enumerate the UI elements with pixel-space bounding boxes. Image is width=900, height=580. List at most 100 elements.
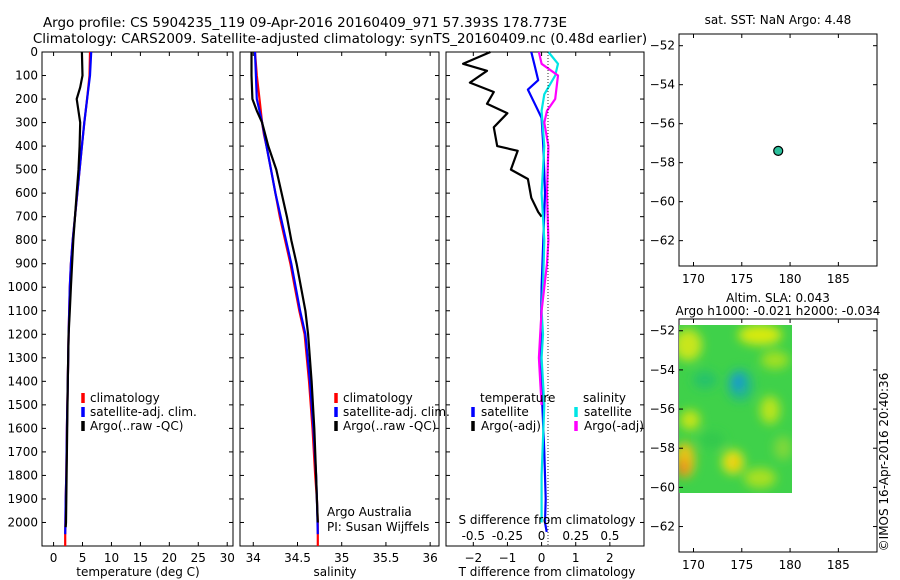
depth-tick-label: 900 <box>15 257 38 271</box>
difference-legend-label: Argo(-adj) <box>584 419 644 433</box>
difference-legend-label: Argo(-adj) <box>481 419 541 433</box>
sst-location-y-tick-label: −60 <box>650 195 675 209</box>
sla-map-x-tick-label: 175 <box>730 558 753 572</box>
difference-satellite-line <box>540 51 560 523</box>
depth-tick-label: 1000 <box>7 280 38 294</box>
sst-location-y-tick-label: −56 <box>650 117 675 131</box>
sla-map-x-tick-label: 185 <box>827 558 850 572</box>
temperature-x-label: temperature (deg C) <box>76 565 199 579</box>
depth-tick-label: 800 <box>15 233 38 247</box>
temperature-x-tick-label: 10 <box>104 551 119 565</box>
temperature-argo-raw-qc--line <box>64 51 84 528</box>
sst-location-x-tick-label: 170 <box>682 272 705 286</box>
difference-legend-label: satellite <box>481 405 529 419</box>
salinity-legend-label: Argo(..raw -QC) <box>343 419 436 433</box>
difference-s-tick-label: 0.25 <box>562 529 589 543</box>
salinity-annotation-line2: PI: Susan Wijffels <box>327 520 429 534</box>
salinity-x-label: salinity <box>313 565 356 579</box>
difference-plot-area <box>445 51 645 547</box>
sla-map-x-tick-label: 180 <box>779 558 802 572</box>
difference-legend-label: satellite <box>584 405 632 419</box>
temperature-x-tick-label: 15 <box>133 551 148 565</box>
location-plot-area <box>678 33 878 267</box>
salinity-x-tick-label: 35 <box>334 551 349 565</box>
sst-location-y-tick-label: −54 <box>650 78 675 92</box>
depth-tick-label: 1600 <box>7 421 38 435</box>
depth-tick-label: 500 <box>15 163 38 177</box>
depth-tick-label: 0 <box>30 45 38 59</box>
depth-tick-label: 1300 <box>7 351 38 365</box>
difference-x-tick-label: −1 <box>499 551 517 565</box>
sla-map-y-tick-label: −62 <box>650 520 675 534</box>
figure-title-line2: Climatology: CARS2009. Satellite-adjuste… <box>33 31 647 47</box>
sla-map-x-tick-label: 170 <box>682 558 705 572</box>
depth-tick-label: 300 <box>15 116 38 130</box>
temperature-legend-label: satellite-adj. clim. <box>90 405 197 419</box>
difference-x-label-bottom: T difference from climatology <box>458 565 636 579</box>
difference-x-tick-label: 0 <box>538 551 546 565</box>
depth-tick-label: 1500 <box>7 398 38 412</box>
salinity-legend-label: climatology <box>343 391 413 405</box>
temperature-x-tick-label: 5 <box>79 551 87 565</box>
depth-tick-label: 1200 <box>7 327 38 341</box>
temperature-x-tick-label: 25 <box>191 551 206 565</box>
sst-location-x-tick-label: 180 <box>779 272 802 286</box>
difference-satellite-line <box>526 51 548 533</box>
depth-tick-label: 200 <box>15 92 38 106</box>
figure-title-line1: Argo profile: CS 5904235_119 09-Apr-2016… <box>43 15 567 31</box>
sla-map-y-tick-label: −58 <box>650 441 675 455</box>
sst-location-y-tick-label: −62 <box>650 234 675 248</box>
difference-argo-adj--line <box>537 51 560 405</box>
location-title: sat. SST: NaN Argo: 4.48 <box>705 13 852 27</box>
temperature-legend-label: climatology <box>90 391 160 405</box>
sla-map-y-tick-label: −54 <box>650 363 675 377</box>
temperature-x-tick-label: 0 <box>50 551 58 565</box>
sst-location-x-tick-label: 185 <box>827 272 850 286</box>
depth-tick-label: 2000 <box>7 515 38 529</box>
difference-x-tick-label: 1 <box>572 551 580 565</box>
depth-tick-label: 1100 <box>7 304 38 318</box>
depth-tick-label: 400 <box>15 139 38 153</box>
sst-location-y-tick-label: −52 <box>650 39 675 53</box>
sst-location-y-tick-label: −58 <box>650 156 675 170</box>
sla-heatmap-field <box>679 325 792 493</box>
difference-argo-adj--line <box>462 50 543 218</box>
sla-map-y-tick-label: −60 <box>650 480 675 494</box>
sst-location-x-tick-label: 175 <box>730 272 753 286</box>
sla-map-y-tick-label: −52 <box>650 324 675 338</box>
difference-s-tick-label: 0.5 <box>600 529 619 543</box>
salinity-x-tick-label: 34.5 <box>284 551 311 565</box>
depth-tick-label: 1800 <box>7 468 38 482</box>
depth-tick-label: 1400 <box>7 374 38 388</box>
sla-map-y-tick-label: −56 <box>650 402 675 416</box>
sla-title-line2: Argo h1000: -0.021 h2000: -0.034 <box>676 304 881 318</box>
difference-s-tick-label: 0 <box>538 529 546 543</box>
depth-tick-label: 600 <box>15 186 38 200</box>
salinity-annotation-line1: Argo Australia <box>327 505 412 519</box>
salinity-argo-raw-qc--line <box>250 52 319 523</box>
difference-s-tick-label: -0.25 <box>492 529 523 543</box>
salinity-plot-area <box>239 51 440 547</box>
temperature-legend-label: Argo(..raw -QC) <box>90 419 183 433</box>
argo-location-marker <box>773 145 784 156</box>
temperature-plot-area <box>41 51 234 547</box>
salinity-x-tick-label: 35.5 <box>373 551 400 565</box>
imos-credit: ©IMOS 16-Apr-2016 20:40:36 <box>877 373 891 552</box>
difference-x-label-top: S difference from climatology <box>459 513 636 527</box>
depth-tick-label: 700 <box>15 210 38 224</box>
salinity-x-tick-label: 34 <box>246 551 261 565</box>
depth-tick-label: 100 <box>15 69 38 83</box>
salinity-x-tick-label: 36 <box>423 551 438 565</box>
temperature-x-tick-label: 20 <box>162 551 177 565</box>
difference-s-tick-label: -0.5 <box>462 529 485 543</box>
difference-x-tick-label: −2 <box>464 551 482 565</box>
temperature-x-tick-label: 30 <box>220 551 235 565</box>
difference-legend-title: temperature <box>480 391 555 405</box>
depth-tick-label: 1900 <box>7 492 38 506</box>
salinity-legend-label: satellite-adj. clim. <box>343 405 450 419</box>
sla-title-line1: Altim. SLA: 0.043 <box>726 291 830 305</box>
depth-tick-label: 1700 <box>7 445 38 459</box>
difference-x-tick-label: 2 <box>606 551 614 565</box>
difference-legend-title: salinity <box>583 391 626 405</box>
